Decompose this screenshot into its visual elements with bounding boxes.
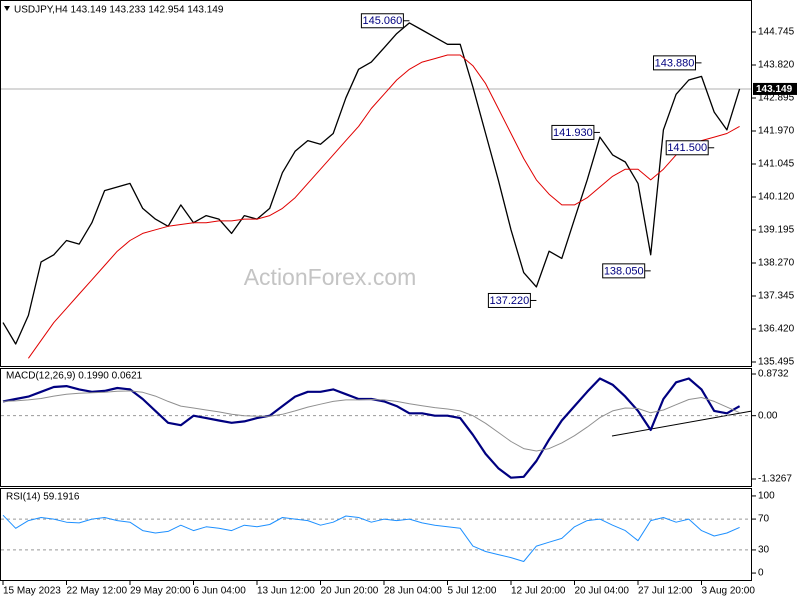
y-tick-label: 140.120 [758, 192, 795, 203]
annotation-label: 141.500 [667, 142, 707, 154]
annotation-box [602, 263, 646, 279]
x-tick-label: 3 Aug 20:00 [702, 586, 756, 597]
x-tick-label: 13 Jun 12:00 [257, 586, 315, 597]
x-tick-label: 29 May 20:00 [130, 586, 191, 597]
x-tick-label: 22 May 12:00 [67, 586, 128, 597]
series-line [2, 22, 741, 345]
y-tick-label: 70 [758, 514, 770, 525]
y-tick-label: 0 [758, 568, 764, 579]
y-tick-label: 0.00 [758, 410, 778, 421]
price-panel-frame [0, 0, 752, 367]
x-tick-label: 20 Jun 20:00 [321, 586, 379, 597]
x-tick-label: 20 Jul 04:00 [575, 586, 630, 597]
y-tick-label: 138.270 [758, 258, 795, 269]
annotation-label: 138.050 [604, 265, 644, 277]
x-tick-label: 27 Jul 12:00 [638, 586, 693, 597]
y-tick-label: 139.195 [758, 225, 795, 236]
series-line [2, 514, 740, 562]
annotation-box [487, 292, 531, 308]
x-tick-label: 6 Jun 04:00 [194, 586, 247, 597]
series-line [27, 54, 740, 359]
x-tick-label: 12 Jul 20:00 [511, 586, 566, 597]
y-tick-label: -1.3267 [758, 474, 792, 485]
y-tick-label: 143.820 [758, 60, 795, 71]
macd-panel-frame [0, 368, 752, 487]
title-icon [4, 6, 10, 11]
y-tick-label: 0.8732 [758, 369, 789, 380]
annotation-box [665, 140, 709, 156]
current-price-label: 143.149 [756, 84, 793, 95]
y-tick-label: 30 [758, 545, 770, 556]
y-tick-label: 100 [758, 491, 775, 502]
watermark: ActionForex.com [244, 264, 417, 290]
rsi-title: RSI(14) 59.1916 [6, 492, 80, 503]
macd-title: MACD(12,26,9) 0.1990 0.0621 [6, 371, 143, 382]
y-tick-label: 141.970 [758, 126, 795, 137]
y-tick-label: 135.495 [758, 357, 795, 368]
annotation-box [360, 13, 404, 29]
y-tick-label: 136.420 [758, 324, 795, 335]
chart-title: USDJPY,H4 143.149 143.233 142.954 143.14… [14, 5, 224, 16]
annotation-label: 141.930 [553, 127, 593, 139]
x-tick-label: 15 May 2023 [3, 586, 61, 597]
series-line [2, 390, 740, 452]
y-tick-label: 142.895 [758, 93, 795, 104]
rsi-panel-frame [0, 488, 752, 581]
annotation-box [551, 124, 595, 140]
annotation-box [653, 55, 696, 71]
macd-trendline [611, 410, 753, 437]
x-tick-label: 5 Jul 12:00 [448, 586, 497, 597]
y-tick-label: 137.345 [758, 291, 795, 302]
x-tick-label: 28 Jun 04:00 [384, 586, 442, 597]
current-price-box [753, 82, 797, 95]
y-tick-label: 141.045 [758, 159, 795, 170]
annotation-label: 137.220 [490, 295, 530, 307]
y-tick-label: 144.745 [758, 27, 795, 38]
annotation-label: 143.880 [655, 57, 695, 69]
annotation-label: 145.060 [363, 15, 403, 27]
